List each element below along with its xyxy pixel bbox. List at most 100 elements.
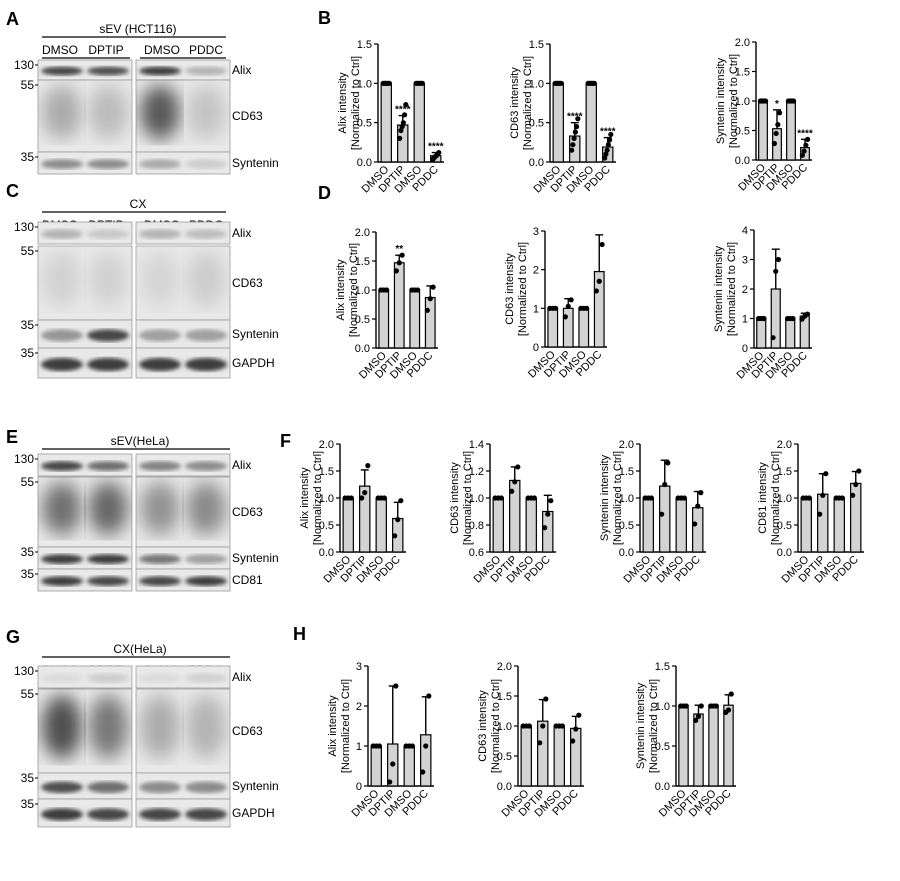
data-point bbox=[509, 488, 515, 494]
blot-band bbox=[87, 329, 129, 342]
lane-label: DMSO bbox=[144, 43, 180, 57]
y-axis-label-line: CD81 intensity bbox=[757, 462, 769, 534]
data-point bbox=[399, 252, 405, 258]
mw-marker: 35 bbox=[21, 797, 35, 811]
blot-strip bbox=[37, 245, 133, 321]
y-tick-label: 0.0 bbox=[497, 781, 512, 793]
data-point bbox=[348, 495, 354, 501]
data-point bbox=[543, 696, 549, 702]
data-point bbox=[791, 98, 797, 104]
bar bbox=[678, 705, 689, 787]
data-point bbox=[390, 761, 396, 767]
data-point bbox=[401, 112, 408, 118]
blot-band bbox=[185, 576, 227, 586]
bar bbox=[693, 713, 704, 787]
y-axis-label: Syntenin intensity[Normalized to Ctrl] bbox=[635, 679, 660, 773]
data-point bbox=[573, 726, 579, 732]
y-axis-label-line: CD63 intensity bbox=[449, 462, 461, 534]
data-point bbox=[603, 151, 609, 157]
y-tick-label: 1.0 bbox=[735, 96, 750, 108]
y-tick-label: 1.5 bbox=[497, 691, 512, 703]
data-point bbox=[400, 120, 406, 126]
data-point bbox=[548, 498, 554, 504]
bar bbox=[570, 727, 582, 787]
y-tick-label: 1.5 bbox=[655, 661, 670, 673]
protein-label: CD63 bbox=[232, 724, 263, 738]
data-point bbox=[423, 743, 429, 749]
blot-band bbox=[185, 159, 227, 169]
blot-strip bbox=[135, 665, 231, 689]
blot-band bbox=[88, 481, 128, 536]
data-point bbox=[545, 511, 551, 517]
data-point bbox=[763, 98, 769, 104]
protein-label: Syntenin bbox=[232, 779, 279, 793]
data-point bbox=[693, 717, 699, 724]
y-axis-label: Syntenin intensity[Normalized to Ctrl] bbox=[599, 451, 624, 545]
y-tick-label: 1.0 bbox=[655, 701, 670, 713]
y-tick-label: 1 bbox=[742, 314, 748, 326]
blot-panel-e: EsEV(HeLa)DMSODPTIPDMSOPDDC130Alix55CD63… bbox=[6, 427, 279, 592]
significance-label: **** bbox=[395, 105, 411, 116]
data-point bbox=[531, 495, 537, 501]
data-point bbox=[397, 135, 403, 141]
data-point bbox=[856, 468, 862, 474]
y-axis-label: Alix intensity[Normalized to Ctrl] bbox=[299, 451, 324, 545]
y-tick-label: 0.0 bbox=[319, 547, 334, 559]
blot-band bbox=[41, 461, 83, 471]
y-tick-label: 0.5 bbox=[319, 520, 334, 532]
blot-band bbox=[186, 694, 226, 759]
data-point bbox=[553, 305, 559, 311]
significance-label: ** bbox=[395, 244, 403, 255]
blot-strip bbox=[37, 319, 133, 349]
y-tick-label: 3 bbox=[533, 226, 539, 238]
blot-band bbox=[185, 66, 227, 76]
y-axis-label: CD81 intensity[Normalized to Ctrl] bbox=[757, 451, 782, 545]
data-point bbox=[850, 492, 856, 498]
data-point bbox=[648, 495, 654, 501]
y-axis-label-line: [Normalized to Ctrl] bbox=[517, 242, 529, 336]
data-point bbox=[593, 288, 599, 294]
blot-band bbox=[41, 357, 83, 372]
data-point bbox=[799, 152, 805, 158]
blot-band bbox=[185, 808, 227, 821]
y-axis-label-line: [Normalized to Ctrl] bbox=[612, 451, 624, 545]
y-tick-label: 2.0 bbox=[497, 661, 512, 673]
y-tick-label: 2 bbox=[533, 265, 539, 277]
y-tick-label: 0.0 bbox=[357, 157, 372, 169]
bar bbox=[409, 289, 421, 349]
y-axis-label-line: Alix intensity bbox=[327, 695, 339, 757]
y-axis-label-line: [Normalized to Ctrl] bbox=[348, 243, 360, 337]
y-tick-label: 3 bbox=[742, 255, 748, 267]
bar bbox=[553, 725, 565, 787]
bar bbox=[537, 720, 549, 787]
bar bbox=[378, 289, 390, 349]
y-axis-label: Alix intensity[Normalized to Ctrl] bbox=[337, 56, 362, 150]
data-point bbox=[839, 495, 845, 501]
blot-band bbox=[140, 694, 180, 759]
blot-band bbox=[139, 808, 181, 821]
data-point bbox=[384, 287, 390, 293]
y-axis-label-line: Alix intensity bbox=[335, 259, 347, 321]
panel-letter: H bbox=[293, 624, 306, 644]
bar bbox=[525, 497, 537, 553]
blot-strip bbox=[37, 347, 133, 379]
y-tick-label: 2.0 bbox=[355, 227, 370, 239]
data-point bbox=[713, 703, 719, 709]
data-point bbox=[806, 495, 812, 501]
blot-strip bbox=[37, 665, 133, 689]
bar bbox=[675, 497, 687, 553]
blot-band bbox=[87, 357, 129, 372]
data-point bbox=[436, 149, 442, 156]
bar bbox=[375, 497, 387, 553]
data-point bbox=[596, 278, 602, 284]
data-point bbox=[725, 707, 732, 713]
blot-title: CX bbox=[130, 197, 147, 211]
blot-strip bbox=[135, 151, 231, 175]
blot-band bbox=[41, 159, 83, 169]
blot-strip bbox=[135, 79, 231, 153]
mw-marker: 35 bbox=[21, 771, 35, 785]
